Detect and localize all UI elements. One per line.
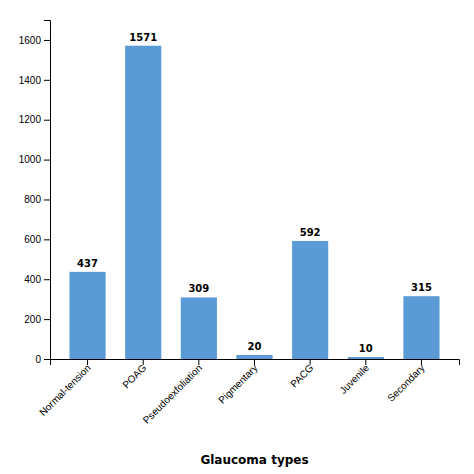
y-tick-mark xyxy=(44,120,50,121)
y-tick-mark xyxy=(44,80,50,81)
x-tick-mark xyxy=(87,359,88,365)
bar xyxy=(236,355,272,359)
y-tick-mark xyxy=(44,160,50,161)
y-tick-mark xyxy=(44,359,50,360)
y-tick: 0 xyxy=(35,354,50,365)
data-label: 592 xyxy=(300,227,321,238)
x-axis-title: Glaucoma types xyxy=(200,453,308,467)
y-tick: 400 xyxy=(24,274,50,285)
y-tick-mark xyxy=(44,279,50,280)
y-tick: 1600 xyxy=(19,35,50,46)
y-tick-label: 400 xyxy=(24,274,41,285)
y-tick-mark xyxy=(44,40,50,41)
bar xyxy=(181,297,217,359)
y-tick: 1000 xyxy=(19,154,50,165)
y-tick-label: 800 xyxy=(24,194,41,205)
bar xyxy=(125,46,161,359)
plot: 0 200 400 600 800 1000 1200 1400 1600 Normal-tens… xyxy=(19,21,460,426)
y-tick: 800 xyxy=(24,194,50,205)
x-tick: Secondary xyxy=(385,359,427,404)
x-tick-label: PACG xyxy=(288,362,315,389)
bar xyxy=(292,241,328,359)
x-tick-mark xyxy=(421,359,422,365)
y-tick: 1400 xyxy=(19,75,50,86)
x-tick-label: Pseudoexfoliation xyxy=(141,362,205,426)
x-tick: Pseudoexfoliation xyxy=(141,359,205,426)
x-axis: Normal-tension POAGPseudoexfoliationPigme… xyxy=(37,359,459,426)
x-tick-mark xyxy=(310,359,311,365)
y-tick: 1200 xyxy=(19,114,50,125)
data-labels: 437 1571 309 20 592 10 315 xyxy=(77,32,432,354)
x-tick-label: Pigmentary xyxy=(216,362,260,406)
data-label: 309 xyxy=(188,283,209,294)
x-tick: POAG xyxy=(120,359,148,390)
y-tick: 600 xyxy=(24,234,50,245)
y-tick-label: 1000 xyxy=(19,154,42,165)
x-tick: Juvenile xyxy=(337,359,371,396)
bar xyxy=(403,296,439,359)
x-tick: Normal-tension xyxy=(37,359,93,418)
x-tick: PACG xyxy=(288,359,315,389)
x-tick-mark xyxy=(198,359,199,365)
y-tick-mark xyxy=(44,319,50,320)
x-tick-mark xyxy=(143,359,144,365)
y-tick-label: 1400 xyxy=(19,75,42,86)
data-label: 10 xyxy=(359,343,373,354)
bar xyxy=(69,272,105,359)
y-tick-mark xyxy=(44,199,50,200)
data-label: 437 xyxy=(77,258,98,269)
data-label: 1571 xyxy=(129,32,157,43)
y-axis: 0 200 400 600 800 1000 1200 1400 1600 xyxy=(19,21,51,365)
y-tick-label: 600 xyxy=(24,234,41,245)
chart-svg: 0 200 400 600 800 1000 1200 1400 1600 Normal-tens… xyxy=(0,0,474,474)
x-tick-label: Juvenile xyxy=(337,362,371,396)
y-tick-mark xyxy=(44,239,50,240)
x-tick-mark xyxy=(365,359,366,365)
x-tick-label: POAG xyxy=(120,362,148,390)
x-tick-label: Normal-tension xyxy=(37,362,93,418)
x-tick: Pigmentary xyxy=(216,359,260,406)
chart-container: 0 200 400 600 800 1000 1200 1400 1600 Normal-tens… xyxy=(0,0,474,474)
bars xyxy=(69,46,439,359)
x-axis-line xyxy=(51,360,460,366)
y-tick-label: 1200 xyxy=(19,114,42,125)
y-tick-label: 1600 xyxy=(19,35,42,46)
data-label: 315 xyxy=(411,282,432,293)
x-tick-label: Secondary xyxy=(385,362,427,404)
bar xyxy=(348,357,384,359)
y-tick-label: 200 xyxy=(24,314,41,325)
data-label: 20 xyxy=(248,341,262,352)
x-tick-mark xyxy=(254,359,255,365)
y-tick-label: 0 xyxy=(35,354,41,365)
y-axis-line xyxy=(44,21,51,360)
y-tick: 200 xyxy=(24,314,50,325)
